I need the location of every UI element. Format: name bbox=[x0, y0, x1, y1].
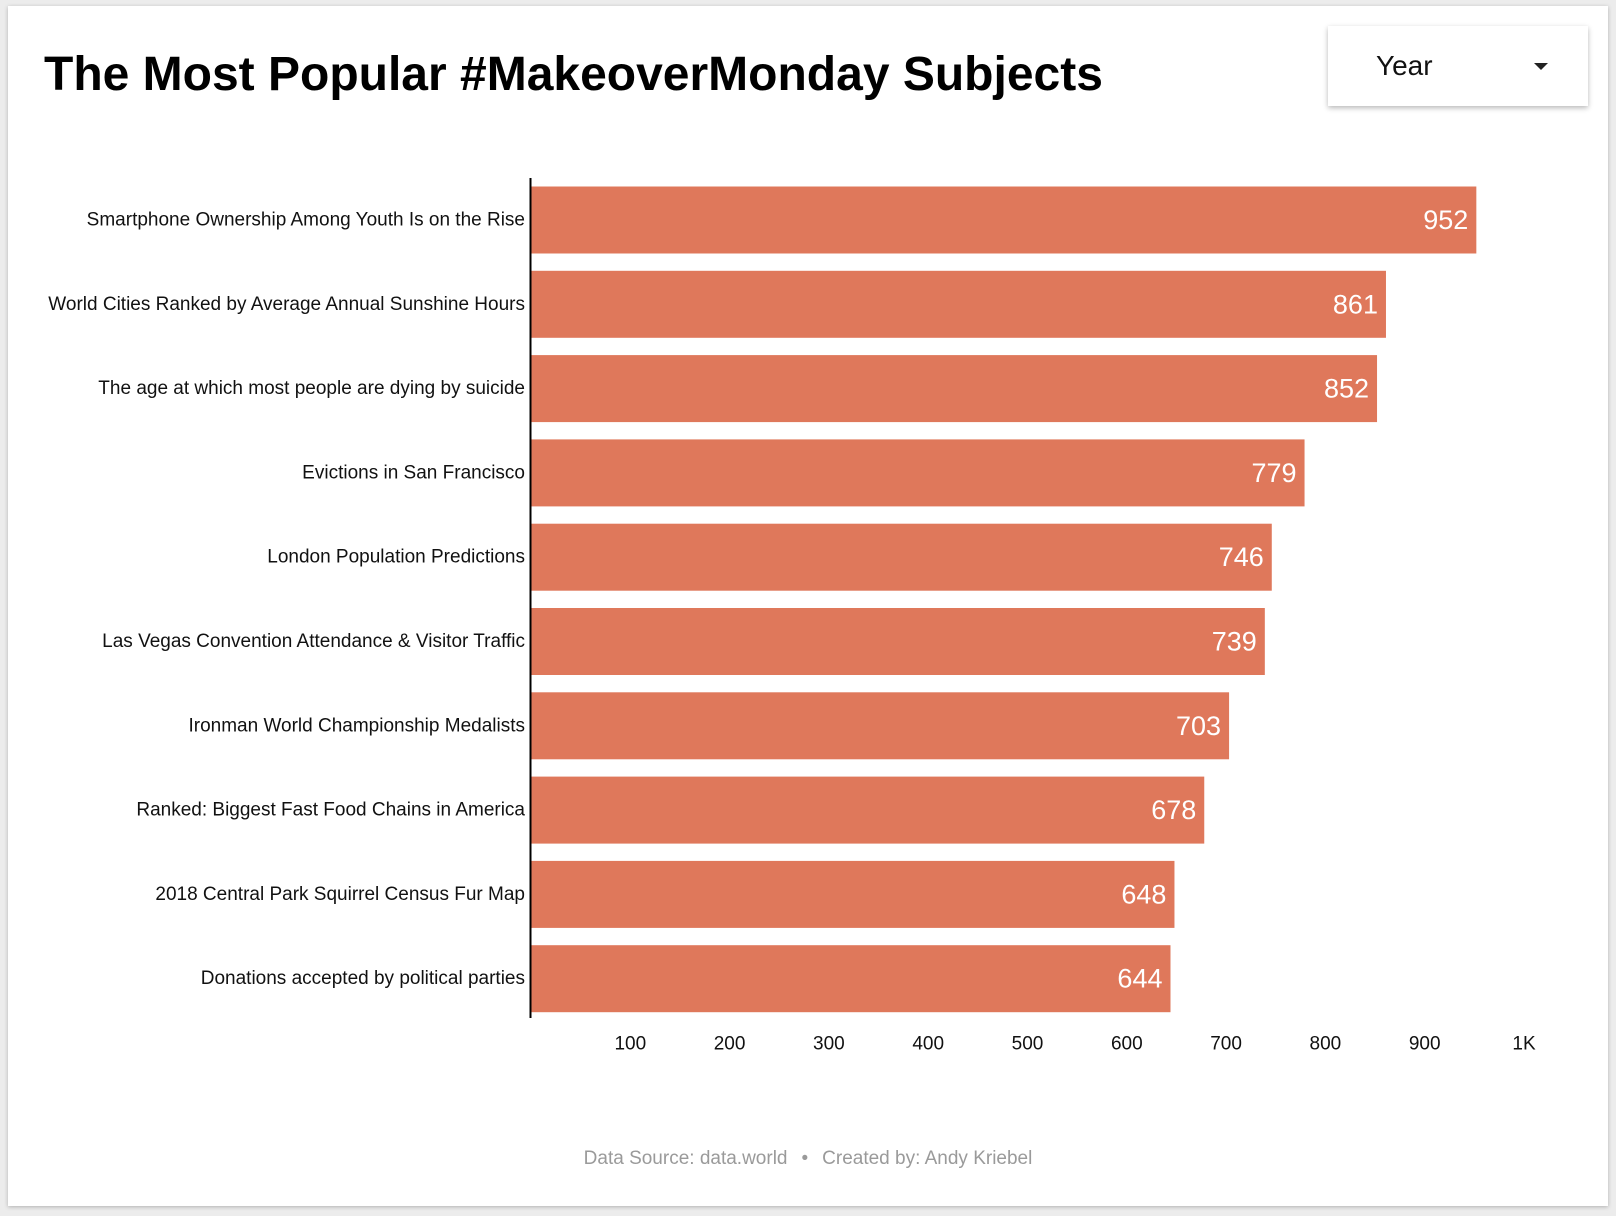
x-tick-label: 500 bbox=[1012, 1034, 1044, 1055]
category-label: Smartphone Ownership Among Youth Is on t… bbox=[87, 210, 525, 231]
bar-value-label: 644 bbox=[1117, 964, 1162, 994]
chart-card: The Most Popular #MakeoverMonday Subject… bbox=[8, 6, 1608, 1206]
bar-value-label: 779 bbox=[1251, 458, 1296, 488]
bar bbox=[531, 270, 1386, 338]
category-label: London Population Predictions bbox=[267, 547, 525, 568]
x-tick-label: 900 bbox=[1409, 1034, 1441, 1055]
x-tick-label: 800 bbox=[1310, 1034, 1342, 1055]
bar-value-label: 648 bbox=[1121, 879, 1166, 909]
x-tick-label: 1K bbox=[1512, 1034, 1536, 1055]
category-label: World Cities Ranked by Average Annual Su… bbox=[48, 294, 525, 315]
category-label: Las Vegas Convention Attendance & Visito… bbox=[102, 631, 525, 652]
year-filter-dropdown[interactable]: Year bbox=[1328, 26, 1588, 106]
footer-source: Data Source: data.world bbox=[583, 1148, 788, 1169]
category-label: Evictions in San Francisco bbox=[302, 462, 525, 483]
x-tick-label: 100 bbox=[614, 1034, 646, 1055]
x-tick-label: 700 bbox=[1210, 1034, 1242, 1055]
bar-value-label: 861 bbox=[1333, 289, 1378, 319]
bar bbox=[531, 186, 1477, 254]
bar bbox=[531, 439, 1305, 507]
category-label: The age at which most people are dying b… bbox=[98, 378, 525, 399]
bar bbox=[531, 523, 1272, 591]
category-label: Ranked: Biggest Fast Food Chains in Amer… bbox=[136, 800, 525, 821]
bar-value-label: 678 bbox=[1151, 795, 1196, 825]
bar-value-label: 703 bbox=[1176, 711, 1221, 741]
page-title: The Most Popular #MakeoverMonday Subject… bbox=[44, 48, 1103, 101]
bar-chart: 952 Smartphone Ownership Among Youth Is o… bbox=[48, 178, 1536, 1055]
footer: Data Source: data.world • Created by: Andy… bbox=[8, 1148, 1608, 1170]
bar-value-label: 739 bbox=[1212, 627, 1257, 657]
caret-down-icon bbox=[1534, 63, 1548, 70]
x-tick-label: 300 bbox=[813, 1034, 845, 1055]
bar bbox=[531, 945, 1171, 1013]
x-tick-label: 600 bbox=[1111, 1034, 1143, 1055]
bar bbox=[531, 692, 1230, 760]
category-label: Ironman World Championship Medalists bbox=[188, 715, 525, 736]
bar bbox=[531, 355, 1378, 423]
x-tick-label: 200 bbox=[714, 1034, 746, 1055]
bar bbox=[531, 776, 1205, 844]
year-filter-label: Year bbox=[1376, 50, 1433, 81]
bar-value-label: 746 bbox=[1219, 542, 1264, 572]
bar-value-label: 852 bbox=[1324, 374, 1369, 404]
bar bbox=[531, 608, 1265, 675]
x-tick-label: 400 bbox=[912, 1034, 944, 1055]
category-label: 2018 Central Park Squirrel Census Fur Ma… bbox=[155, 884, 525, 905]
bar bbox=[531, 860, 1175, 928]
footer-separator: • bbox=[801, 1148, 809, 1169]
footer-credit: Created by: Andy Kriebel bbox=[822, 1148, 1033, 1169]
category-label: Donations accepted by political parties bbox=[201, 968, 525, 989]
bar-value-label: 952 bbox=[1423, 205, 1468, 235]
